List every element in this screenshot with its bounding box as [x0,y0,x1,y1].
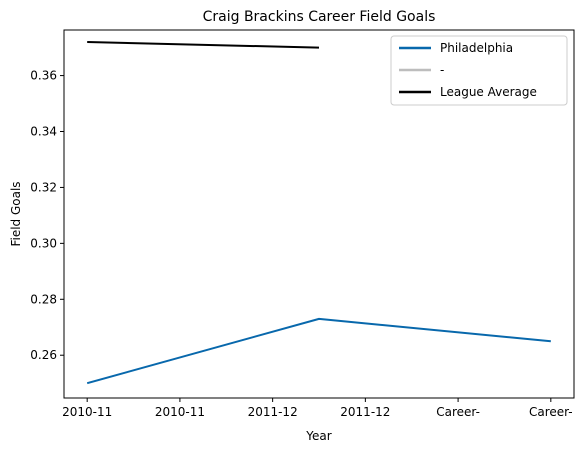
legend-label: Philadelphia [440,41,513,55]
y-axis-ticks: 0.26 0.28 0.30 0.32 0.34 0.36 [30,69,64,362]
y-tick-label: 0.30 [30,236,57,250]
y-axis-label: Field Goals [9,181,23,246]
series-layer [86,41,551,385]
x-tick-label: Career- [529,405,573,419]
legend-box [390,35,568,106]
legend: Philadelphia - League Average [390,35,568,106]
series-line-2 [87,41,320,49]
x-tick-label: 2010-11 [62,405,112,419]
legend-label: League Average [440,85,537,99]
y-tick-label: 0.36 [30,69,57,83]
y-tick-label: 0.26 [30,348,57,362]
series-line-0 [86,317,551,385]
y-tick-label: 0.32 [30,180,57,194]
chart-title: Craig Brackins Career Field Goals [203,9,436,25]
plot-frame [63,29,575,399]
x-tick-label: 2010-11 [155,405,205,419]
y-tick-label: 0.28 [30,292,57,306]
y-tick-label: 0.34 [30,125,57,139]
x-axis-ticks: 2010-11 2010-11 2011-12 2011-12 Career- Caree… [62,398,573,419]
x-tick-label: Career- [436,405,480,419]
legend-label: - [440,63,444,77]
x-tick-label: 2011-12 [248,405,298,419]
x-tick-label: 2011-12 [340,405,390,419]
x-axis-label: Year [305,429,331,443]
